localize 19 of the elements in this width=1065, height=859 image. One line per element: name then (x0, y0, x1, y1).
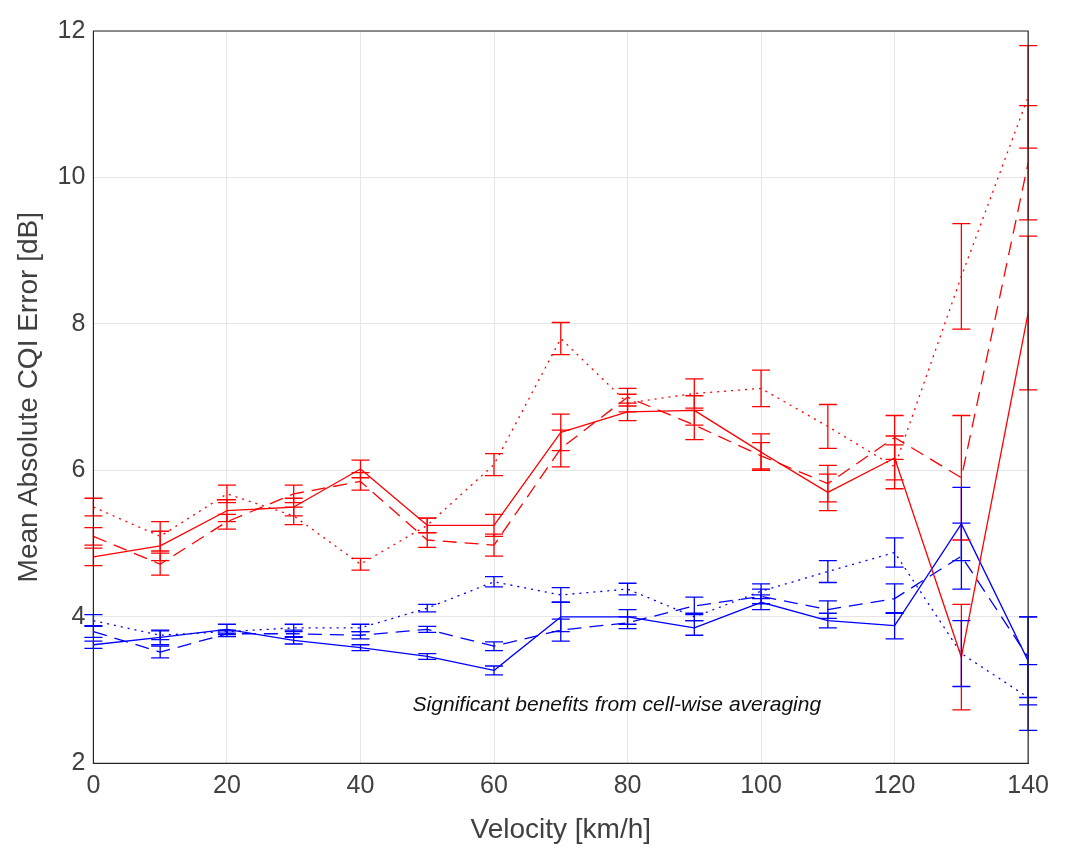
y-tick-label: 10 (57, 161, 86, 190)
y-tick-label: 2 (71, 747, 86, 776)
y-tick-label: 8 (71, 307, 86, 336)
annotation: Significant benefits from cell-wise averaging (412, 692, 822, 716)
y-tick-label: 6 (71, 454, 86, 483)
x-tick-label: 0 (86, 770, 101, 799)
x-axis-title: Velocity [km/h] (470, 812, 652, 844)
x-tick-label: 120 (873, 770, 916, 799)
y-tick-label: 12 (57, 14, 86, 43)
x-tick-label: 60 (480, 770, 508, 799)
x-tick-label: 40 (346, 770, 375, 799)
x-tick-label: 80 (613, 770, 642, 799)
point (150, 645, 170, 659)
y-tick-label: 4 (71, 600, 86, 629)
x-tick-label: 100 (740, 770, 782, 799)
point (417, 532, 437, 548)
x-tick-label: 20 (213, 770, 241, 799)
x-tick-label: 140 (1007, 770, 1049, 799)
y-axis-title: Mean Absolute CQI Error [dB] (11, 212, 43, 583)
